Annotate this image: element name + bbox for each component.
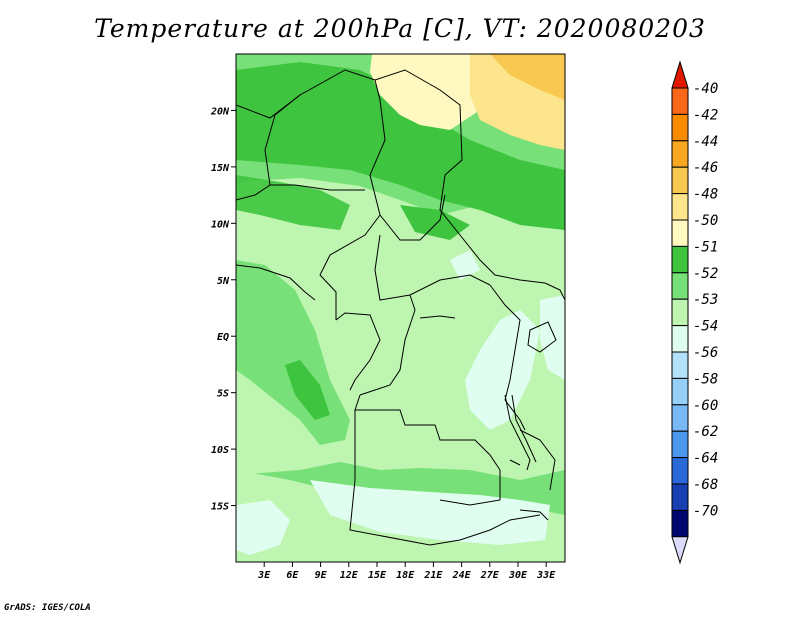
colorbar-swatch bbox=[671, 509, 689, 538]
colorbar-label: -44 bbox=[693, 134, 718, 150]
lon-tick-label: 9E bbox=[315, 570, 328, 581]
colorbar-label: -42 bbox=[693, 107, 718, 123]
lat-tick-label: 10S bbox=[211, 445, 229, 456]
lat-tick-label: 5N bbox=[217, 276, 230, 287]
temperature-fill bbox=[236, 54, 565, 562]
colorbar-swatch bbox=[671, 430, 689, 459]
colorbar-label: -68 bbox=[693, 477, 718, 493]
lat-tick-label: 20N bbox=[210, 106, 230, 117]
colorbar-label: -52 bbox=[693, 266, 718, 282]
lat-tick-label: 15S bbox=[211, 502, 229, 513]
lon-tick-label: 21E bbox=[423, 570, 443, 581]
colorbar-swatch bbox=[671, 377, 689, 406]
longitude-axis: 3E 6E 9E 12E 15E 18E 21E 24E 27E 30E 33E bbox=[257, 562, 556, 581]
colorbar-swatch bbox=[671, 166, 689, 195]
colorbar-swatch bbox=[671, 140, 689, 168]
colorbar-label: -60 bbox=[693, 398, 718, 414]
lon-tick-label: 30E bbox=[508, 570, 528, 581]
colorbar-label: -51 bbox=[693, 239, 718, 255]
colorbar-swatch bbox=[671, 298, 689, 327]
lat-tick-label: 5S bbox=[217, 389, 229, 400]
colorbar-swatch bbox=[671, 113, 689, 142]
colorbar-label: -54 bbox=[693, 319, 718, 335]
colorbar: -40 -42 -44 -46 -48 -50 -51 -52 -53 -54 -56 -58 -60 -… bbox=[671, 60, 718, 565]
lon-tick-label: 6E bbox=[286, 570, 299, 581]
lon-tick-label: 24E bbox=[452, 570, 472, 581]
lat-tick-label: EQ bbox=[217, 332, 229, 343]
map-title: Temperature at 200hPa [C], VT: 202008020… bbox=[94, 14, 706, 43]
colorbar-label: -62 bbox=[693, 424, 718, 440]
colorbar-label: -70 bbox=[693, 503, 718, 519]
colorbar-label: -40 bbox=[693, 81, 718, 97]
colorbar-top-arrow bbox=[671, 60, 689, 89]
colorbar-swatch bbox=[671, 325, 689, 353]
colorbar-swatch bbox=[671, 483, 689, 511]
lat-tick-label: 15N bbox=[211, 163, 230, 174]
credit-text: GrADS: IGES/COLA bbox=[4, 603, 91, 613]
colorbar-swatch bbox=[671, 219, 689, 247]
colorbar-swatch bbox=[671, 351, 689, 379]
colorbar-label: -48 bbox=[693, 187, 718, 203]
lon-tick-label: 18E bbox=[396, 570, 415, 581]
lon-tick-label: 33E bbox=[536, 570, 556, 581]
colorbar-label: -64 bbox=[693, 451, 718, 467]
colorbar-swatch bbox=[671, 272, 689, 300]
colorbar-bottom-arrow bbox=[671, 536, 689, 565]
map-frame bbox=[235, 53, 566, 563]
lon-tick-label: 15E bbox=[368, 570, 387, 581]
latitude-axis: 20N 15N 10N 5N EQ 5S 10S 15S bbox=[210, 106, 236, 513]
lon-tick-label: 27E bbox=[480, 570, 500, 581]
colorbar-label: -53 bbox=[693, 292, 718, 308]
lat-tick-label: 10N bbox=[211, 219, 230, 230]
country-borders bbox=[236, 69, 565, 546]
colorbar-swatch bbox=[671, 193, 689, 221]
colorbar-label: -50 bbox=[693, 213, 718, 229]
lakes bbox=[419, 315, 557, 521]
colorbar-label: -58 bbox=[693, 371, 718, 387]
colorbar-swatch bbox=[671, 404, 689, 432]
lon-tick-label: 3E bbox=[257, 570, 271, 581]
lon-tick-label: 12E bbox=[340, 570, 359, 581]
colorbar-label: -56 bbox=[693, 345, 718, 361]
colorbar-label: -46 bbox=[693, 160, 718, 176]
colorbar-swatch bbox=[671, 245, 689, 274]
colorbar-swatch bbox=[671, 87, 689, 115]
colorbar-swatch bbox=[671, 457, 689, 485]
